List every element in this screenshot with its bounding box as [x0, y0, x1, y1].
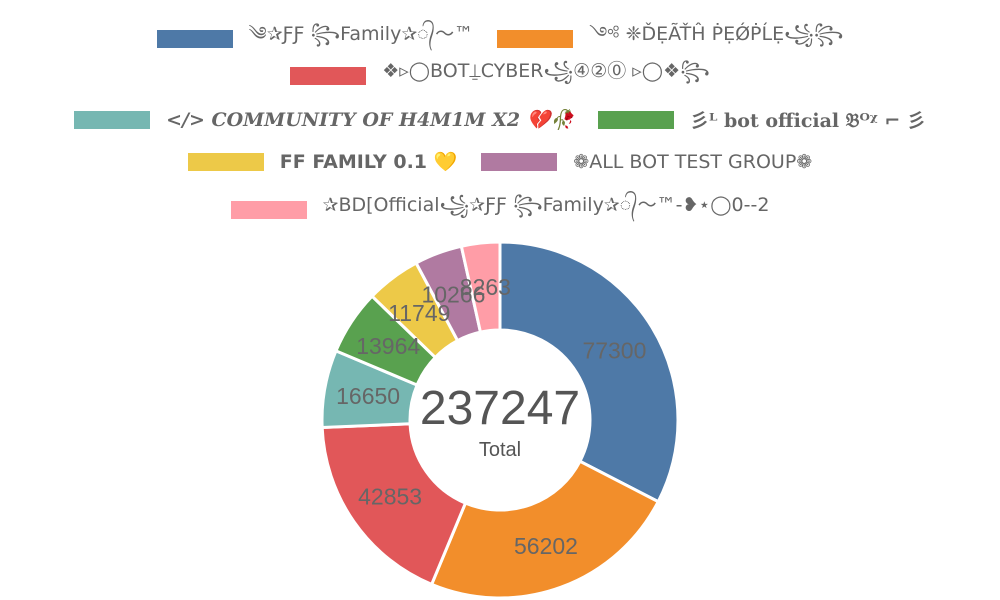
- legend-item[interactable]: ❁ALL BOT TEST GROUP❁: [481, 151, 812, 173]
- legend-swatch: [230, 200, 307, 219]
- legend-label: ༄✰ƑƑ ꧂Family✰᭄〜™: [248, 23, 474, 45]
- legend-item[interactable]: ༄✰ƑƑ ꧂Family✰᭄〜™: [156, 12, 474, 66]
- donut-slice[interactable]: [459, 240, 502, 334]
- legend-item[interactable]: 彡ᴸ bot official 𝔅ᴼᵡ ⌐ 彡: [597, 106, 926, 133]
- legend-item[interactable]: ✰BD[Official꧁✰ƑƑ ꧂Family✰᭄〜™-❥⋆◯0--2: [230, 190, 770, 229]
- donut-slices: [320, 240, 680, 600]
- legend-label: ❁ALL BOT TEST GROUP❁: [573, 150, 813, 173]
- slice-value-label: 42853: [358, 484, 422, 510]
- legend-item[interactable]: ༺ ❈ĎẸÃŤĤ ṖẸǾṖĹẸ꧁꧂: [497, 12, 843, 66]
- legend-label: ༺ ❈ĎẸÃŤĤ ṖẸǾṖĹẸ꧁꧂: [589, 23, 844, 45]
- slice-value-label: 56202: [514, 533, 578, 559]
- legend-swatch: [481, 152, 558, 171]
- slice-value-label: 8263: [460, 274, 511, 300]
- center-total-label: Total: [479, 439, 521, 461]
- legend-label: </> COMMUNITY OF H4M1M X2 💔🥀: [166, 109, 574, 131]
- legend-swatch: [156, 30, 233, 48]
- slice-value-label: 16650: [336, 383, 400, 409]
- legend-item[interactable]: FF FAMILY 0.1 💛: [187, 150, 458, 173]
- legend-swatch: [497, 30, 574, 48]
- legend-label: 彡ᴸ bot official 𝔅ᴼᵡ ⌐ 彡: [689, 110, 926, 132]
- legend-label: ✰BD[Official꧁✰ƑƑ ꧂Family✰᭄〜™-❥⋆◯0--2: [322, 194, 770, 216]
- donut-slice[interactable]: [429, 459, 661, 600]
- legend-swatch: [74, 110, 151, 129]
- legend-swatch: [290, 66, 367, 85]
- legend-swatch: [597, 110, 674, 129]
- slice-value-label: 11749: [388, 300, 450, 326]
- donut-slice[interactable]: [320, 422, 468, 587]
- legend-label: FF FAMILY 0.1 💛: [279, 151, 458, 173]
- donut-slice[interactable]: [498, 240, 680, 504]
- legend-item[interactable]: </> COMMUNITY OF H4M1M X2 💔🥀: [74, 108, 574, 131]
- center-total: 237247: [420, 382, 580, 435]
- slice-value-label: 13964: [356, 333, 420, 359]
- slice-value-label: 77300: [582, 337, 646, 363]
- legend-swatch: [187, 152, 264, 171]
- legend-item[interactable]: ❖▹◯BOT⍊CYBER꧁④②⓪ ▹◯❖꧂: [290, 56, 710, 95]
- slice-value-label: 10266: [421, 281, 485, 307]
- legend-label: ❖▹◯BOT⍊CYBER꧁④②⓪ ▹◯❖꧂: [382, 60, 710, 82]
